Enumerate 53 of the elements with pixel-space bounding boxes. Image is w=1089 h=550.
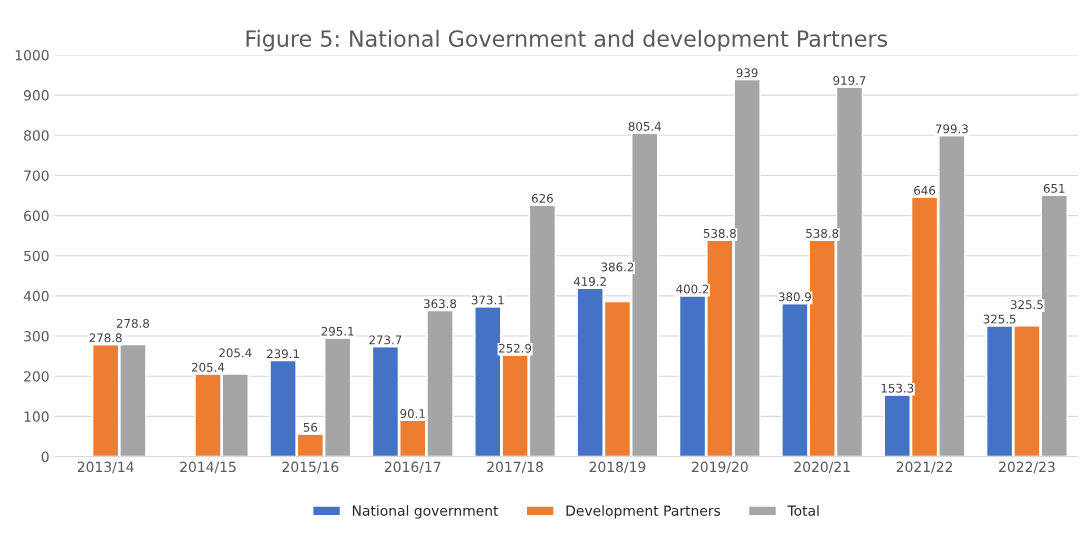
data-label: 538.8 — [703, 228, 736, 238]
y-tick-label: 600 — [24, 210, 49, 222]
data-label: 419.2 — [573, 276, 606, 286]
x-tick-label: 2017/18 — [487, 461, 543, 474]
y-tick-label: 500 — [24, 250, 49, 262]
data-label: 363.8 — [424, 299, 457, 309]
legend-label: Total — [787, 505, 819, 516]
data-label: 400.2 — [676, 284, 709, 294]
y-tick-label: 700 — [24, 170, 49, 181]
x-tick-label: 2016/17 — [384, 461, 441, 474]
data-label: 373.1 — [471, 295, 504, 305]
x-tick-label: 2019/20 — [692, 461, 748, 474]
legend-label: National government — [352, 505, 499, 519]
data-label: 651 — [1043, 183, 1065, 193]
y-tick-label: 900 — [23, 90, 49, 101]
data-label: 325.5 — [1010, 300, 1043, 310]
data-label: 386.2 — [601, 262, 634, 272]
data-label: 805.4 — [628, 121, 661, 131]
data-label: 919.7 — [833, 76, 866, 85]
x-tick-label: 2021/22 — [896, 461, 953, 474]
y-tick-label: 400 — [23, 290, 49, 302]
data-label: 325.5 — [983, 314, 1016, 324]
data-label: 380.9 — [778, 292, 811, 302]
y-tick-label: 200 — [24, 371, 49, 382]
data-label: 939 — [736, 68, 758, 78]
data-label: 278.8 — [89, 333, 122, 343]
data-label: 56 — [303, 422, 318, 432]
x-tick-label: 2020/21 — [794, 461, 850, 474]
data-label: 205.4 — [191, 362, 225, 372]
data-label: 646 — [914, 185, 936, 195]
data-label: 90.1 — [400, 409, 425, 419]
x-tick-label: 2018/19 — [589, 461, 646, 474]
data-label: 295.1 — [321, 326, 354, 336]
data-label: 239.1 — [267, 349, 299, 359]
y-tick-label: 0 — [41, 451, 49, 462]
data-label: 273.7 — [369, 335, 402, 345]
x-tick-label: 2015/16 — [282, 461, 339, 474]
chart-title: Figure 5: National Government and development Partners — [246, 29, 888, 52]
data-label: 153.3 — [881, 383, 914, 393]
data-label: 252.9 — [499, 343, 532, 353]
x-tick-label: 2014/15 — [180, 461, 236, 474]
y-tick-label: 1000 — [15, 49, 49, 61]
y-tick-label: 800 — [24, 130, 49, 141]
x-tick-label: 2022/23 — [999, 461, 1055, 474]
data-label: 538.8 — [806, 228, 839, 238]
data-label: 205.4 — [219, 348, 252, 358]
data-label: 626 — [531, 193, 553, 203]
y-tick-label: 300 — [24, 331, 49, 342]
data-label: 799.3 — [935, 124, 968, 134]
data-label: 278.8 — [116, 318, 150, 328]
legend-label: Development Partners — [566, 505, 721, 519]
x-tick-label: 2013/14 — [77, 461, 134, 474]
y-tick-label: 100 — [24, 411, 49, 422]
